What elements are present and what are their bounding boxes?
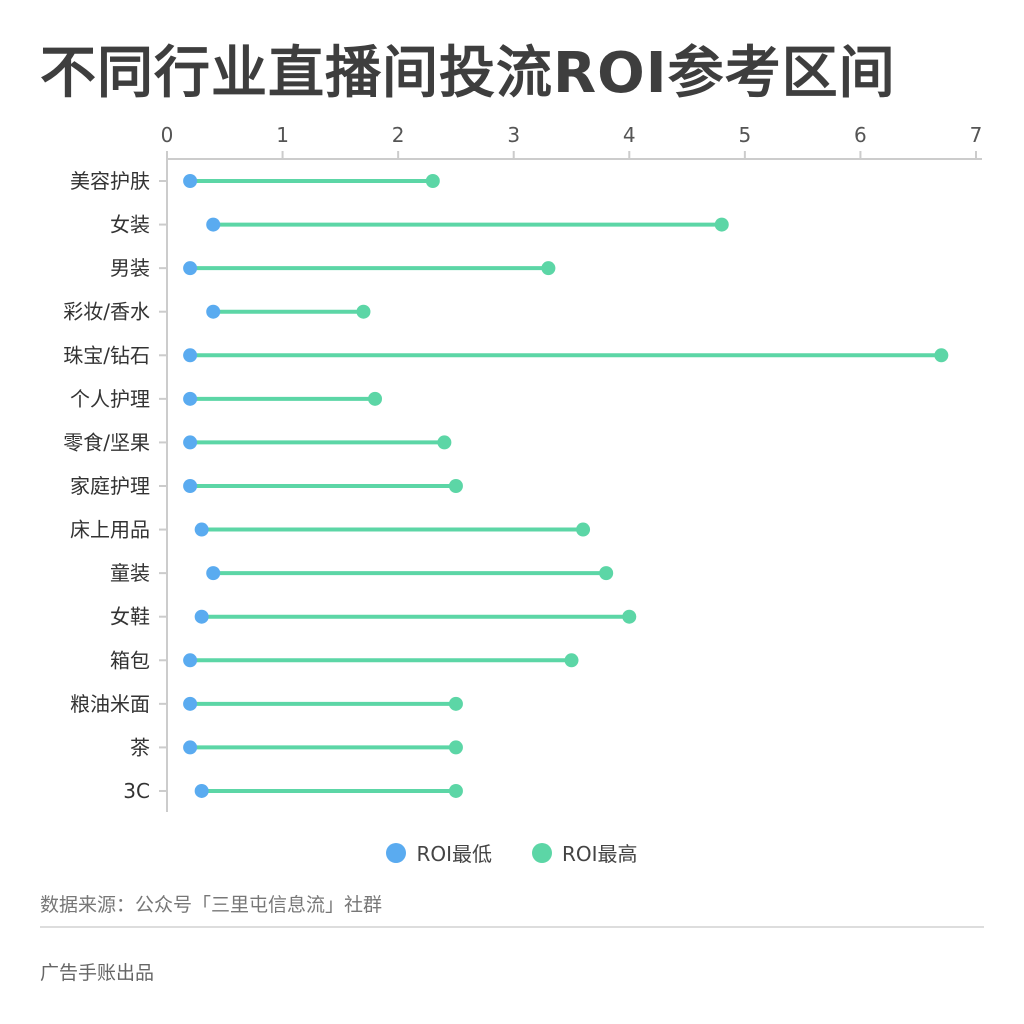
roi-min-point [183,261,198,276]
chart-title: 不同行业直播间投流ROI参考区间 [40,41,896,106]
roi-min-point [183,391,198,406]
x-tick-label: 0 [161,123,174,147]
category-label: 粮油米面 [70,692,150,716]
legend-marker-min [386,842,407,863]
category-label: 茶 [130,735,150,759]
category-label: 女鞋 [110,605,150,629]
roi-max-point [714,217,729,232]
legend-item-max[interactable]: ROI最高 [532,838,638,867]
roi-max-point [356,304,371,319]
category-label: 女装 [110,213,150,237]
roi-max-point [576,522,591,537]
data-source: 数据来源：公众号「三里屯信息流」社群 [40,894,383,916]
roi-max-point [599,566,614,581]
x-tick-label: 1 [276,123,289,147]
legend: ROI最低 ROI最高 [0,838,1024,867]
roi-min-point [206,217,221,232]
category-label: 箱包 [110,648,150,672]
roi-max-point [425,174,440,188]
roi-max-point [448,696,463,711]
roi-max-point [437,435,452,450]
x-tick-label: 4 [623,123,636,147]
credit: 广告手账出品 [40,962,155,984]
legend-item-min[interactable]: ROI最低 [386,838,492,867]
roi-min-point [206,304,221,319]
roi-max-point [448,740,463,755]
roi-min-point [183,174,198,188]
dumbbell-chart: 0 1 2 3 4 5 6 7 美容护肤女装男装彩妆/香水珠宝/钻石个人护理零食/坚果家庭护理床… [63,123,983,812]
roi-max-point [541,261,556,276]
roi-max-point [622,609,637,624]
roi-min-point [194,609,209,624]
x-tick-label: 5 [738,123,751,147]
category-label: 床上用品 [70,518,150,542]
legend-marker-max [532,842,552,863]
roi-max-point [934,348,949,363]
roi-min-point [183,348,198,363]
roi-min-point [183,653,198,668]
divider [40,926,984,928]
legend-label-min: ROI最低 [416,842,492,866]
roi-min-point [183,696,198,711]
category-label: 彩妆/香水 [63,300,150,324]
roi-max-point [368,391,383,406]
roi-min-point [194,522,209,537]
legend-label-max: ROI最高 [562,842,638,866]
category-label: 3C [123,779,150,803]
category-label: 童装 [110,561,150,585]
roi-min-point [183,740,198,755]
x-tick-label: 6 [854,123,867,147]
category-label: 男装 [110,256,150,280]
category-label: 美容护肤 [70,169,150,193]
category-label: 家庭护理 [70,474,150,498]
x-tick-label: 7 [970,123,983,147]
roi-max-point [564,653,579,668]
category-label: 珠宝/钻石 [63,343,150,367]
category-label: 零食/坚果 [63,430,150,454]
x-tick-label: 3 [507,123,520,147]
roi-min-point [206,566,221,581]
category-label: 个人护理 [70,387,150,411]
roi-min-point [183,435,198,450]
roi-min-point [194,783,209,798]
roi-min-point [183,478,198,493]
roi-max-point [448,783,463,798]
x-tick-label: 2 [392,123,405,147]
roi-max-point [448,478,463,493]
